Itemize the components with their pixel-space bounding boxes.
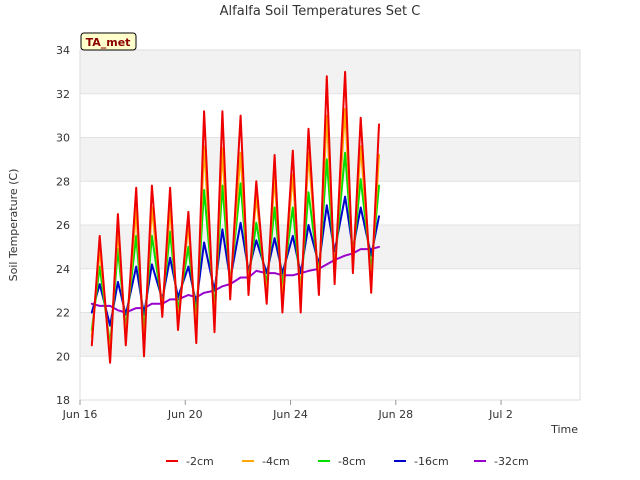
station-badge-box (80, 32, 137, 51)
x-tick-label: Jun 28 (377, 408, 413, 421)
grid-band (80, 356, 580, 400)
y-axis-label: Soil Temperature (C) (7, 169, 20, 282)
y-tick-label: 18 (56, 394, 70, 407)
grid-band (80, 93, 580, 138)
x-axis-ticks: Jun 16 Jun 20 Jun 24 Jun 28 Jul 2 (62, 400, 513, 421)
x-tick-label: Jul 2 (488, 408, 513, 421)
y-tick-label: 22 (56, 307, 70, 320)
y-tick-label: 32 (56, 88, 70, 101)
series-lines (90, 70, 380, 364)
legend: -2cm -4cm -8cm -16cm -32cm (166, 455, 529, 468)
legend-label: -16cm (414, 455, 449, 468)
legend-label: -4cm (262, 455, 290, 468)
y-tick-label: 34 (56, 44, 70, 57)
x-tick-label: Jun 20 (167, 408, 203, 421)
y-tick-label: 20 (56, 350, 70, 363)
y-axis-ticks: 18 20 22 24 26 28 30 32 34 (56, 44, 70, 407)
y-tick-label: 24 (56, 263, 70, 276)
station-badge: TA_met (80, 32, 137, 51)
y-tick-label: 26 (56, 219, 70, 232)
plot-frame (79, 49, 581, 401)
series-line-32cmcm (90, 245, 380, 314)
series-line-2cmcm (90, 70, 380, 364)
legend-label: -32cm (494, 455, 529, 468)
x-axis-label: Time (550, 423, 578, 436)
x-tick-label: Jun 24 (272, 408, 308, 421)
grid-band (80, 50, 580, 94)
grid-band (80, 312, 580, 357)
chart-title: Alfalfa Soil Temperatures Set C (220, 4, 421, 19)
y-tick-label: 28 (56, 175, 70, 188)
x-tick-label: Jun 16 (62, 408, 98, 421)
legend-label: -2cm (186, 455, 214, 468)
station-badge-label: TA_met (86, 36, 131, 49)
legend-label: -8cm (338, 455, 366, 468)
y-tick-label: 30 (56, 132, 70, 145)
